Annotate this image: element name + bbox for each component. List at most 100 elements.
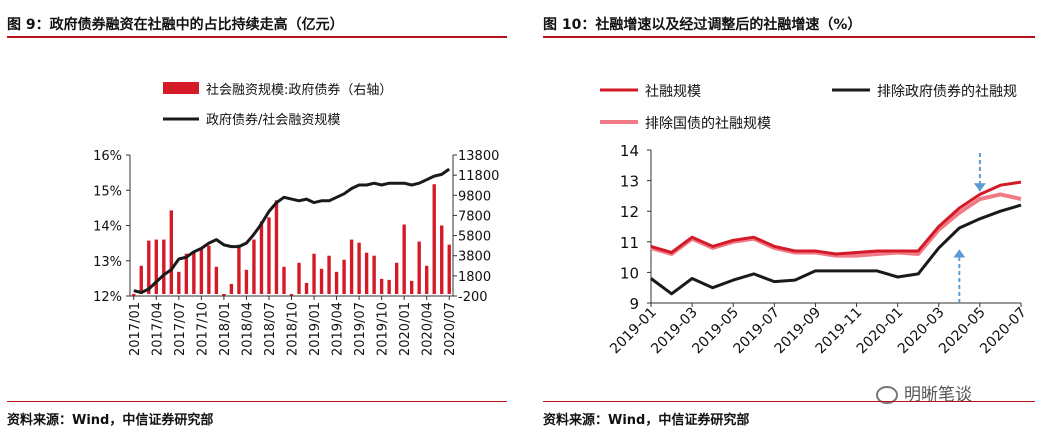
- bar-gov-bond: [169, 210, 174, 294]
- left-y-tick-label: 15%: [93, 184, 122, 199]
- bar-gov-bond: [372, 255, 376, 294]
- bar-gov-bond: [425, 265, 429, 294]
- x-tick-label: 2018/07: [263, 302, 278, 356]
- bar-gov-bond: [304, 282, 309, 294]
- x-tick-label: 2017/01: [128, 302, 143, 356]
- legend-line-label: 政府债券/社会融资规模: [206, 112, 340, 128]
- left-chart-title: 图 9：政府债券融资在社融中的占比持续走高（亿元）: [7, 17, 344, 33]
- bar-gov-bond: [214, 266, 219, 294]
- bar-gov-bond: [139, 265, 143, 294]
- legend-bar-swatch: [163, 82, 199, 94]
- legend-label-ex-treasury: 排除国债的社融规模: [645, 116, 771, 132]
- bar-gov-bond: [409, 280, 414, 294]
- series-line: [650, 203, 1022, 296]
- x-tick-label: 2020/04: [421, 302, 436, 356]
- bar-gov-bond: [417, 241, 421, 294]
- bar-gov-bond: [312, 253, 316, 294]
- right-y-tick-label: -200: [458, 290, 488, 305]
- bar-gov-bond: [334, 271, 339, 294]
- x-tick-label: 2020/01: [398, 302, 413, 356]
- legend-label-ex-gov: 排除政府债券的社融规: [877, 84, 1017, 100]
- bar-gov-bond: [297, 262, 301, 294]
- bar-gov-bond: [259, 221, 264, 294]
- series-line: [650, 180, 1022, 256]
- right-y-tick-label: 13800: [458, 149, 499, 164]
- bar-gov-bond: [199, 247, 204, 294]
- right-y-tick-label: 11800: [458, 169, 499, 184]
- x-tick-label: 2019/01: [308, 302, 323, 356]
- right-y-tick-label: 3800: [458, 250, 491, 265]
- bar-gov-bond: [147, 240, 151, 294]
- bar-gov-bond: [432, 184, 436, 294]
- bar-gov-bond: [394, 262, 399, 294]
- bar-gov-bond: [177, 271, 181, 294]
- bar-gov-bond: [162, 239, 166, 294]
- left-y-tick-label: 13%: [93, 255, 122, 270]
- left-title-rule: [7, 36, 507, 38]
- bar-gov-bond: [364, 252, 369, 294]
- y-tick-label: 13: [620, 173, 639, 191]
- x-tick-label: 2019/04: [331, 302, 346, 356]
- legend-label-total: 社融规模: [645, 84, 701, 100]
- right-y-tick-label: 5800: [458, 230, 491, 245]
- right-title-rule: [543, 36, 1035, 38]
- y-tick-label: 12: [620, 203, 639, 221]
- right-source: 资料来源：Wind，中信证券研究部: [543, 413, 750, 428]
- right-y-tick-label: 9800: [458, 189, 491, 204]
- bar-gov-bond: [192, 251, 196, 294]
- bar-gov-bond: [387, 279, 391, 294]
- bar-gov-bond: [319, 268, 324, 294]
- left-source: 资料来源：Wind，中信证券研究部: [7, 413, 214, 428]
- bar-gov-bond: [154, 239, 158, 294]
- right-source-rule: [543, 401, 1035, 402]
- x-tick-label: 2018/10: [286, 302, 301, 356]
- bar-gov-bond: [237, 244, 241, 294]
- bar-gov-bond: [267, 217, 271, 294]
- x-tick-label: 2018/04: [240, 302, 255, 356]
- bar-gov-bond: [222, 293, 226, 296]
- x-tick-label: 2020/07: [443, 302, 458, 356]
- bar-gov-bond: [289, 293, 294, 296]
- x-tick-label: 2017/04: [150, 302, 165, 356]
- right-chart-title: 图 10：社融增速以及经过调整后的社融增速（%）: [543, 17, 862, 33]
- watermark-text: 明晰笔谈: [904, 385, 972, 405]
- right-chart: 910111213142019-012019-032019-052019-072…: [600, 84, 1030, 357]
- left-y-tick-label: 14%: [93, 220, 122, 235]
- x-tick-label: 2019/10: [376, 302, 391, 356]
- bar-gov-bond: [132, 293, 136, 296]
- left-chart: 12% 13% 14% 15% 16% -200 1800 3800 5800 7800 9800 1…: [93, 82, 499, 356]
- left-source-rule: [7, 401, 507, 402]
- bar-gov-bond: [349, 239, 354, 294]
- bar-gov-bond: [402, 224, 406, 294]
- bar-gov-bond: [184, 253, 189, 294]
- y-tick-label: 11: [620, 234, 639, 252]
- legend-bar-label: 社会融资规模:政府债券（右轴）: [206, 82, 392, 98]
- bar-gov-bond: [274, 200, 279, 294]
- bar-gov-bond: [447, 244, 451, 294]
- y-tick-label: 14: [620, 142, 639, 160]
- bar-gov-bond: [282, 266, 286, 294]
- bar-gov-bond: [440, 225, 444, 294]
- bar-gov-bond: [229, 283, 234, 294]
- left-y-tick-label: 12%: [93, 290, 122, 305]
- wechat-logo-icon: [876, 386, 898, 404]
- x-tick-label: 2019/07: [353, 302, 368, 356]
- right-y-tick-label: 1800: [458, 270, 491, 285]
- annotation-arrow-head: [973, 183, 986, 192]
- y-tick-label: 9: [629, 295, 639, 313]
- x-tick-label: 2018/01: [218, 302, 233, 356]
- line-gov-bond-share: [133, 167, 451, 294]
- bar-gov-bond: [327, 255, 331, 294]
- watermark: 明晰笔谈: [876, 380, 972, 405]
- bar-gov-bond: [207, 245, 211, 294]
- x-tick-label: 2017/07: [173, 302, 188, 356]
- left-y-tick-label: 16%: [93, 149, 122, 164]
- bar-gov-bond: [379, 278, 384, 294]
- bar-gov-bond: [342, 259, 346, 294]
- y-tick-label: 10: [620, 264, 639, 282]
- bar-gov-bond: [244, 269, 249, 294]
- bar-gov-bond: [357, 242, 361, 294]
- x-tick-label: 2017/10: [195, 302, 210, 356]
- bar-gov-bond: [252, 239, 256, 294]
- annotation-arrow-head: [953, 249, 966, 258]
